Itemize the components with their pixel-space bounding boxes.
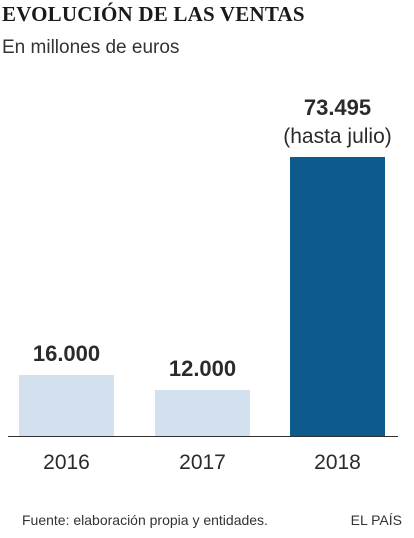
brand-logo-text: EL PAÍS	[350, 512, 402, 528]
x-tick-2018: 2018	[314, 451, 361, 474]
value-label-2016: 16.000	[33, 341, 100, 366]
x-tick-2017: 2017	[179, 451, 226, 474]
source-note: Fuente: elaboración propia y entidades.	[22, 512, 268, 528]
x-tick-2016: 2016	[43, 451, 90, 474]
value-label-2017: 12.000	[169, 356, 236, 381]
bar-2018	[290, 157, 385, 436]
value-label-2018: 73.495	[304, 95, 371, 120]
chart-subtitle: En millones de euros	[2, 37, 180, 58]
bar-2017	[155, 390, 250, 436]
bar-chart: 16.000 2016 12.000 2017 73.495 (hasta julio) 2…	[8, 95, 398, 474]
chart-title: EVOLUCIÓN DE LAS VENTAS	[2, 2, 305, 26]
annotation-2018: (hasta julio)	[283, 125, 392, 148]
bar-2016	[19, 375, 114, 436]
